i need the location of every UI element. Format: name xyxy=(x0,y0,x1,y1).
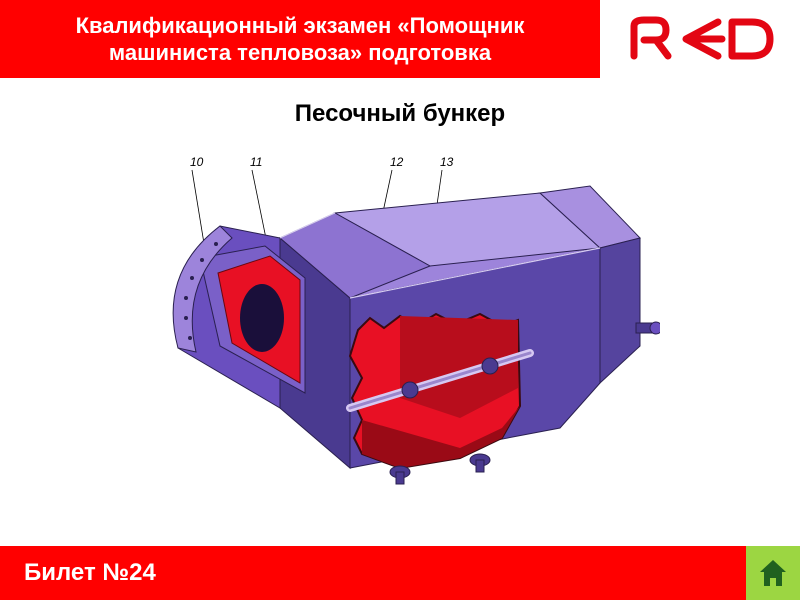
callout-10: 10 xyxy=(190,155,204,169)
ticket-label: Билет №24 xyxy=(0,546,746,600)
spigot-right xyxy=(636,322,660,334)
cutaway-interior xyxy=(350,314,530,468)
sand-bunker-diagram: 10 11 12 13 xyxy=(100,138,660,518)
header-title: Квалификационный экзамен «Помощник машин… xyxy=(0,0,600,78)
diagram-title: Песочный бункер xyxy=(0,100,800,128)
header-title-line1: Квалификационный экзамен «Помощник xyxy=(76,12,525,40)
header-title-line2: машиниста тепловоза» подготовка xyxy=(76,39,525,67)
callout-12: 12 xyxy=(390,155,404,169)
home-icon xyxy=(756,556,790,590)
header-bar: Квалификационный экзамен «Помощник машин… xyxy=(0,0,800,78)
footer-bar: Билет №24 xyxy=(0,546,800,600)
home-button[interactable] xyxy=(746,546,800,600)
callout-13: 13 xyxy=(440,155,454,169)
callout-11: 11 xyxy=(250,155,262,169)
diagram-area: Песочный бункер 10 11 12 13 xyxy=(0,78,800,546)
rzd-logo xyxy=(600,0,800,78)
rzd-logo-svg xyxy=(626,14,776,64)
